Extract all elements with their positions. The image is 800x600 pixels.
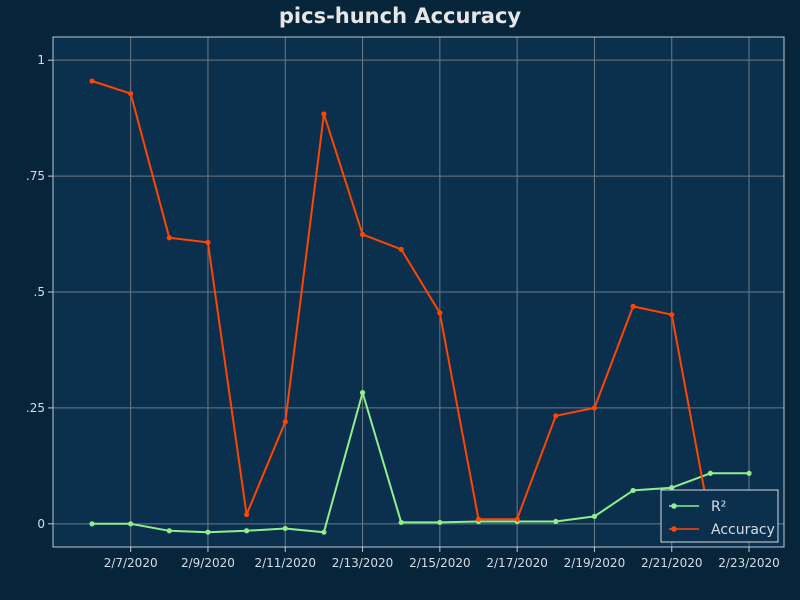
data-point: [553, 518, 559, 525]
data-point: [553, 413, 559, 419]
data-point: [475, 516, 482, 522]
data-point: [321, 111, 327, 117]
legend-swatch-marker: [671, 526, 677, 532]
legend-item[interactable]: Accuracy: [669, 522, 775, 538]
data-point: [244, 528, 250, 534]
chart-title: pics-hunch Accuracy: [278, 4, 522, 28]
data-point: [89, 521, 95, 527]
data-point: [669, 312, 675, 318]
data-point: [128, 90, 134, 97]
data-point: [359, 231, 366, 238]
data-point: [398, 246, 404, 252]
grid: [53, 37, 784, 547]
x-tick-label: 2/15/2020: [409, 556, 471, 570]
x-tick-label: 2/9/2020: [181, 556, 235, 570]
legend-label: R²: [711, 499, 726, 515]
data-point: [437, 310, 443, 316]
data-point: [707, 470, 714, 476]
x-tick-label: 2/13/2020: [332, 556, 394, 570]
plot-frame: [52, 36, 785, 548]
data-point: [128, 521, 134, 527]
data-point: [398, 519, 404, 526]
data-point: [205, 529, 211, 535]
legend-label: Accuracy: [711, 522, 775, 538]
x-tick-label: 2/17/2020: [486, 556, 548, 570]
y-tick-label: .75: [26, 169, 45, 183]
data-point: [630, 487, 636, 494]
data-point: [166, 235, 172, 241]
legend: R² Accuracy: [660, 489, 779, 543]
legend-swatch-marker: [671, 503, 677, 509]
x-tick-label: 2/11/2020: [254, 556, 316, 570]
y-tick-label: .25: [26, 401, 45, 415]
data-point: [591, 405, 598, 411]
data-point: [89, 78, 95, 84]
series-accuracy: [89, 78, 714, 526]
y-tick-label: 1: [37, 53, 45, 67]
legend-box: [660, 489, 779, 543]
series: [89, 78, 752, 535]
legend-item[interactable]: R²: [669, 499, 726, 515]
data-point: [282, 419, 288, 425]
data-point: [746, 470, 752, 476]
data-point: [244, 511, 250, 518]
data-point: [591, 513, 598, 520]
data-point: [437, 519, 443, 526]
data-point: [166, 528, 172, 534]
data-point: [669, 485, 675, 491]
y-tick-label: 0: [37, 517, 45, 531]
x-tick-label: 2/19/2020: [564, 556, 626, 570]
data-point: [359, 390, 366, 396]
data-point: [321, 529, 327, 535]
data-point: [630, 303, 636, 309]
x-tick-label: 2/21/2020: [641, 556, 703, 570]
x-tick-label: 2/7/2020: [104, 556, 158, 570]
data-point: [205, 239, 211, 245]
data-point: [514, 516, 520, 522]
y-tick-label: .5: [34, 285, 45, 299]
data-point: [282, 525, 288, 532]
axes: 0 .25 .5 .75 1 2/7/2020 2/9/2020 2/11/2020 2/13/…: [26, 36, 785, 570]
x-tick-label: 2/23/2020: [718, 556, 780, 570]
series-line: [92, 391, 749, 534]
